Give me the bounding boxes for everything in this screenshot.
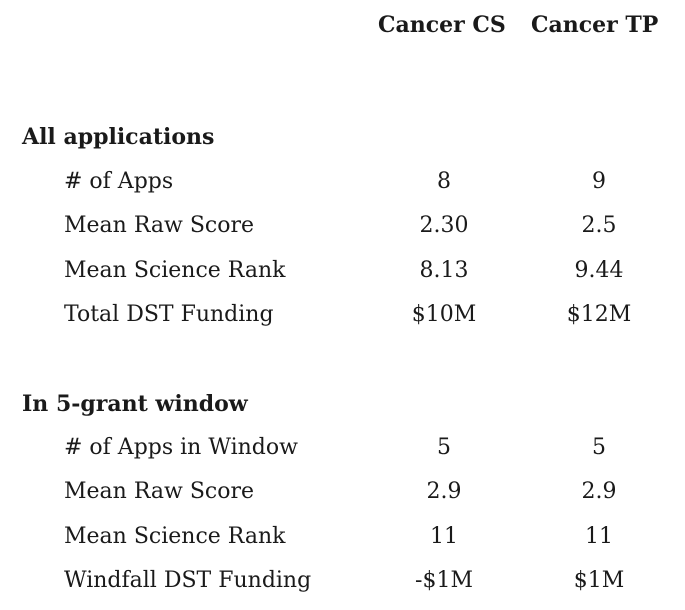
table-cell: 11 bbox=[430, 524, 458, 549]
table-cell: 2.9 bbox=[426, 479, 462, 504]
table-cell: 8 bbox=[437, 169, 451, 194]
table-cell: $1M bbox=[573, 568, 625, 593]
table-cell: 11 bbox=[585, 524, 613, 549]
table-cell: 2.5 bbox=[581, 213, 617, 238]
table-cell: $12M bbox=[566, 302, 632, 327]
row-label: Total DST Funding bbox=[64, 302, 274, 327]
section-title-in-window: In 5-grant window bbox=[22, 391, 248, 417]
row-label: Mean Raw Score bbox=[64, 213, 255, 238]
column-header-cancer-cs: Cancer CS bbox=[378, 12, 506, 38]
table-cell: $10M bbox=[411, 302, 477, 327]
table-cell: 2.9 bbox=[581, 479, 617, 504]
row-label: Mean Science Rank bbox=[64, 524, 286, 549]
section-title-all-applications: All applications bbox=[22, 124, 215, 150]
table-cell: 5 bbox=[437, 435, 451, 460]
column-header-cancer-tp: Cancer TP bbox=[531, 12, 659, 38]
row-label: # of Apps in Window bbox=[64, 435, 298, 460]
table-cell: 2.30 bbox=[419, 213, 469, 238]
row-label: Mean Science Rank bbox=[64, 258, 286, 283]
table-cell: 9 bbox=[592, 169, 606, 194]
row-label: Windfall DST Funding bbox=[64, 568, 312, 593]
table-cell: 5 bbox=[592, 435, 606, 460]
table-cell: 8.13 bbox=[419, 258, 469, 283]
row-label: # of Apps bbox=[64, 169, 174, 194]
table-cell: 9.44 bbox=[574, 258, 624, 283]
row-label: Mean Raw Score bbox=[64, 479, 255, 504]
table-cell: -$1M bbox=[415, 568, 473, 593]
